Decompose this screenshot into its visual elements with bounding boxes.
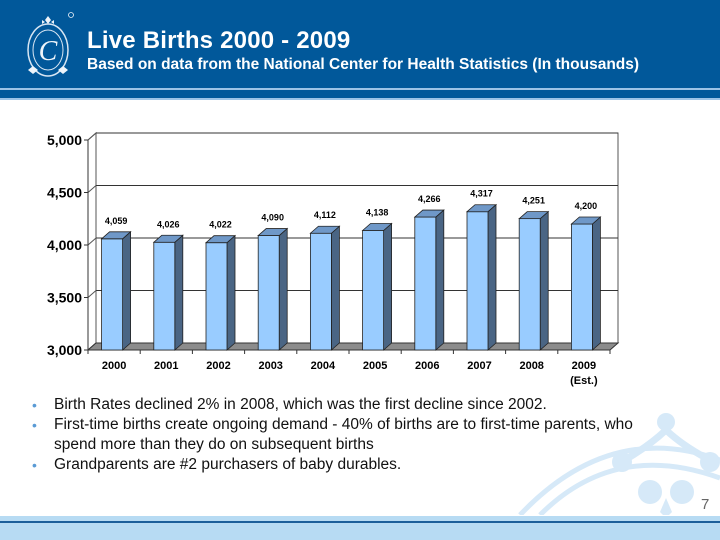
data-label: 4,112 [314,210,336,220]
births-bar-chart: 3,000 3,500 4,000 4,500 5,000 4,059 2000 4,026 2… [47,131,620,387]
bar [362,230,385,351]
bar [571,223,593,351]
bar-side [592,216,601,351]
x-tick-label: 2002 [206,360,230,372]
bullet-item: Birth Rates declined 2% in 2008, which w… [32,395,672,415]
x-tick-label: 2004 [311,360,336,372]
data-label: 4,090 [261,213,284,223]
bar-top [570,216,602,225]
bar-side [122,230,132,351]
bar-side [487,203,497,351]
bar-side [539,210,549,351]
data-label: 4,266 [418,194,441,204]
data-label: 4,200 [575,201,598,211]
bar [518,218,541,351]
x-tick-label: 2003 [258,360,282,372]
footer-band [0,516,720,540]
bar [153,241,176,351]
bar-top [257,228,289,236]
bar-top [361,223,393,231]
bar [414,216,437,351]
bar [205,242,228,351]
bar-side [278,227,288,351]
page-number: 7 [701,496,710,513]
bar [101,238,123,351]
y-tick-label: 4,000 [47,237,82,253]
header-band: C Live Births 2000 - 2009 Based on data … [0,0,720,100]
bullet-item: First-time births create ongoing demand … [32,415,672,455]
data-label: 4,022 [209,220,232,230]
bar-top [465,204,498,213]
slide-subtitle: Based on data from the National Center f… [87,56,640,73]
y-tick-label: 3,000 [47,342,82,358]
bar-side [330,225,340,351]
bar-side [383,222,393,351]
x-tick-label: 2001 [154,360,178,372]
x-tick-label: 2007 [467,360,491,372]
x-tick-label: 2008 [519,360,543,372]
bar-side [435,209,445,351]
svg-text:C: C [39,36,58,67]
x-tick-label: (Est.) [570,375,598,387]
x-tick-label: 2005 [363,360,387,372]
bar [466,211,489,351]
header-rule [0,98,720,100]
footer-rule [0,521,720,523]
gridline-side [87,132,97,141]
bullet-item: Grandparents are #2 purchasers of baby d… [32,455,672,475]
bar-side [174,234,184,351]
gridline-side [87,185,97,193]
ornament-watermark-icon [518,413,720,515]
bar-top [100,231,132,240]
bar-side [226,234,236,351]
gridline-side [87,290,97,298]
data-label: 4,251 [522,196,545,206]
data-label: 4,138 [366,208,389,218]
bar-top [518,211,550,220]
bar [257,235,280,351]
y-tick-label: 4,500 [47,185,82,201]
y-tick-label: 3,500 [47,290,82,306]
x-tick-label: 2009 [572,360,596,372]
data-label: 4,317 [470,189,493,199]
crown-crafts-logo-icon: C [27,12,74,77]
y-tick-label: 5,000 [47,132,82,148]
header-rule [0,88,720,90]
bar-top [309,225,341,234]
bullet-list: Birth Rates declined 2% in 2008, which w… [32,395,672,475]
bar-top [152,234,184,243]
data-label: 4,059 [105,216,128,226]
chart-bars [100,203,602,351]
x-tick-label: 2000 [102,360,126,372]
gridline-side [87,237,97,246]
chart-labels: 3,000 3,500 4,000 4,500 5,000 4,059 2000 4,026 2… [47,132,598,387]
x-tick-label: 2006 [415,360,439,372]
data-label: 4,026 [157,219,180,229]
bar-top [413,209,445,218]
bar-top [204,235,237,244]
slide-title: Live Births 2000 - 2009 [87,27,351,54]
bar [309,232,332,351]
